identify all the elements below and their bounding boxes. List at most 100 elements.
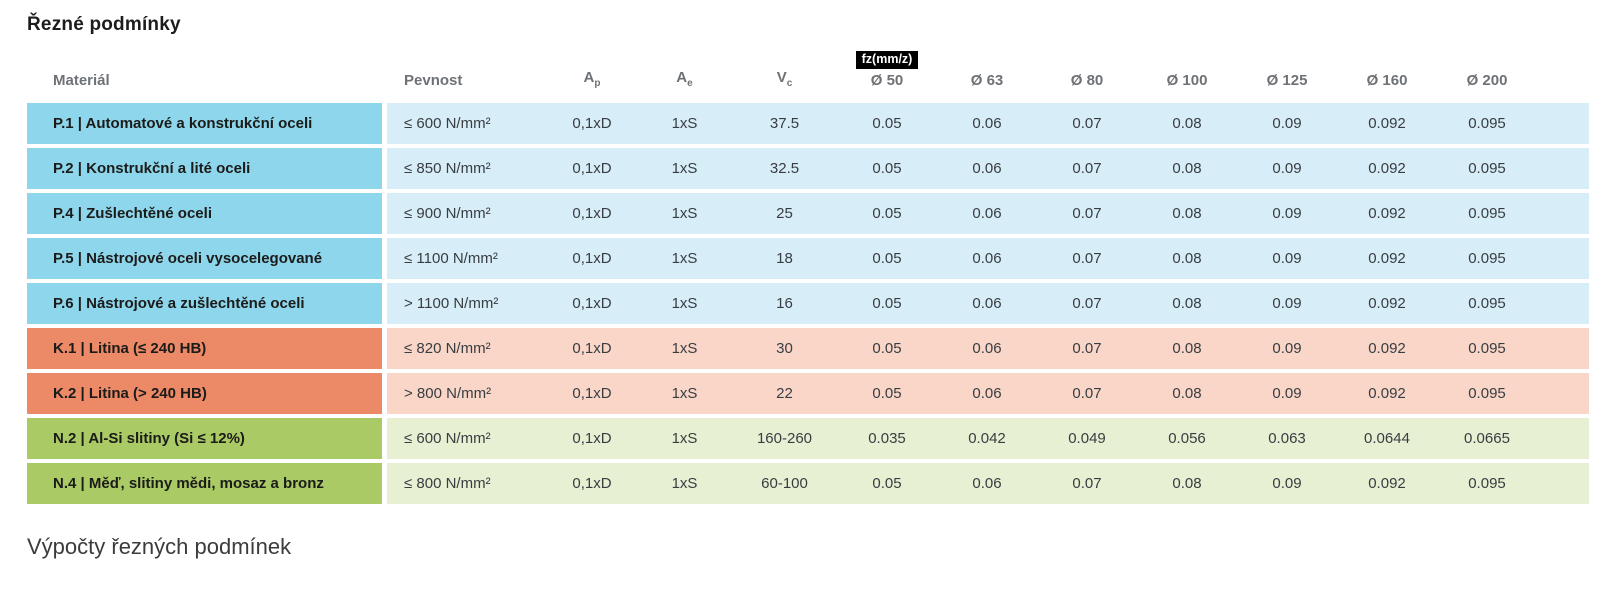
cell-fz: 0.095 [1437, 283, 1537, 324]
cell-ap: 0,1xD [547, 238, 637, 279]
cell-fz: 0.05 [837, 148, 937, 189]
cell-pevnost: ≤ 600 N/mm² [387, 103, 547, 144]
col-header-diameter: Ø 200 [1437, 50, 1537, 99]
cell-fz: 0.06 [937, 328, 1037, 369]
cell-material: P.1 | Automatové a konstrukční oceli [27, 103, 387, 144]
cell-fz: 0.05 [837, 328, 937, 369]
cell-fz: 0.08 [1137, 328, 1237, 369]
cell-ap: 0,1xD [547, 283, 637, 324]
cell-fz: 0.06 [937, 193, 1037, 234]
col-header-ap: Ap [547, 50, 637, 99]
cell-fz: 0.092 [1337, 463, 1437, 504]
table-header-row: Materiál Pevnost Ap Ae Vc fz(mm/z) Ø 50 Ø … [27, 50, 1589, 99]
ae-subscript: e [687, 78, 693, 89]
cell-fz: 0.095 [1437, 148, 1537, 189]
col-header-vc: Vc [732, 50, 837, 99]
diameter-label: Ø 63 [970, 72, 1004, 89]
ap-subscript: p [594, 78, 601, 89]
cell-vc: 22 [732, 373, 837, 414]
cell-pevnost: ≤ 820 N/mm² [387, 328, 547, 369]
fz-unit-badge: fz(mm/z) [855, 51, 919, 69]
cell-vc: 30 [732, 328, 837, 369]
col-header-pevnost: Pevnost [404, 72, 463, 89]
col-header-diameter: Ø 63 [937, 50, 1037, 99]
cell-fz: 0.09 [1237, 328, 1337, 369]
cell-material: P.6 | Nástrojové a zušlechtěné oceli [27, 283, 387, 324]
col-header-ae: Ae [637, 50, 732, 99]
cell-spacer [1537, 283, 1589, 324]
cell-pevnost: ≤ 900 N/mm² [387, 193, 547, 234]
cell-pevnost: > 1100 N/mm² [387, 283, 547, 324]
cell-fz: 0.095 [1437, 193, 1537, 234]
table-row: P.5 | Nástrojové oceli vysocelegované ≤ 1… [27, 238, 1589, 279]
cell-fz: 0.09 [1237, 463, 1337, 504]
cell-pevnost: ≤ 600 N/mm² [387, 418, 547, 459]
cell-fz: 0.035 [837, 418, 937, 459]
vc-subscript: c [786, 78, 793, 89]
cell-pevnost: ≤ 1100 N/mm² [387, 238, 547, 279]
diameter-label: Ø 200 [1466, 72, 1508, 89]
table-row: P.1 | Automatové a konstrukční oceli ≤ 60… [27, 103, 1589, 144]
diameter-label: Ø 100 [1166, 72, 1208, 89]
cell-pevnost: ≤ 800 N/mm² [387, 463, 547, 504]
cell-fz: 0.07 [1037, 238, 1137, 279]
cell-fz: 0.06 [937, 148, 1037, 189]
cell-vc: 32.5 [732, 148, 837, 189]
ap-label: A [583, 69, 595, 86]
cell-ae: 1xS [637, 283, 732, 324]
cell-fz: 0.095 [1437, 328, 1537, 369]
cell-fz: 0.06 [937, 463, 1037, 504]
cell-fz: 0.07 [1037, 193, 1137, 234]
cell-fz: 0.06 [937, 103, 1037, 144]
diameter-label: Ø 50 [870, 72, 904, 89]
cell-fz: 0.092 [1337, 238, 1437, 279]
cell-fz: 0.056 [1137, 418, 1237, 459]
col-header-diameter: fz(mm/z) Ø 50 [837, 50, 937, 99]
cell-fz: 0.08 [1137, 463, 1237, 504]
col-header-diameter: Ø 125 [1237, 50, 1337, 99]
cell-fz: 0.05 [837, 193, 937, 234]
page-title: Řezné podmínky [27, 14, 181, 35]
cell-material: K.2 | Litina (> 240 HB) [27, 373, 387, 414]
cell-fz: 0.092 [1337, 193, 1437, 234]
cell-fz: 0.092 [1337, 373, 1437, 414]
cell-ap: 0,1xD [547, 193, 637, 234]
cell-fz: 0.05 [837, 373, 937, 414]
table-row: K.1 | Litina (≤ 240 HB) ≤ 820 N/mm² 0,1xD 1… [27, 328, 1589, 369]
cell-ap: 0,1xD [547, 463, 637, 504]
table-row: K.2 | Litina (> 240 HB) > 800 N/mm² 0,1xD 1… [27, 373, 1589, 414]
cell-spacer [1537, 148, 1589, 189]
cell-spacer [1537, 193, 1589, 234]
cell-fz: 0.09 [1237, 103, 1337, 144]
cell-ae: 1xS [637, 238, 732, 279]
cell-fz: 0.06 [937, 373, 1037, 414]
cell-material: K.1 | Litina (≤ 240 HB) [27, 328, 387, 369]
cell-fz: 0.09 [1237, 193, 1337, 234]
cell-fz: 0.07 [1037, 373, 1137, 414]
cell-spacer [1537, 463, 1589, 504]
cell-fz: 0.07 [1037, 463, 1137, 504]
cell-fz: 0.095 [1437, 463, 1537, 504]
cell-fz: 0.09 [1237, 283, 1337, 324]
cell-fz: 0.08 [1137, 148, 1237, 189]
cell-fz: 0.08 [1137, 283, 1237, 324]
cell-fz: 0.08 [1137, 103, 1237, 144]
cell-vc: 25 [732, 193, 837, 234]
cell-fz: 0.042 [937, 418, 1037, 459]
cell-vc: 16 [732, 283, 837, 324]
col-header-diameter: Ø 160 [1337, 50, 1437, 99]
cell-ap: 0,1xD [547, 103, 637, 144]
cell-vc: 160-260 [732, 418, 837, 459]
cell-fz: 0.06 [937, 238, 1037, 279]
cell-fz: 0.0665 [1437, 418, 1537, 459]
cell-material: P.2 | Konstrukční a lité oceli [27, 148, 387, 189]
cell-spacer [1537, 418, 1589, 459]
cell-spacer [1537, 238, 1589, 279]
cell-fz: 0.08 [1137, 238, 1237, 279]
cell-fz: 0.07 [1037, 103, 1137, 144]
cell-fz: 0.095 [1437, 238, 1537, 279]
cell-material: N.4 | Měď, slitiny mědi, mosaz a bronz [27, 463, 387, 504]
cell-fz: 0.08 [1137, 373, 1237, 414]
diameter-label: Ø 80 [1070, 72, 1104, 89]
